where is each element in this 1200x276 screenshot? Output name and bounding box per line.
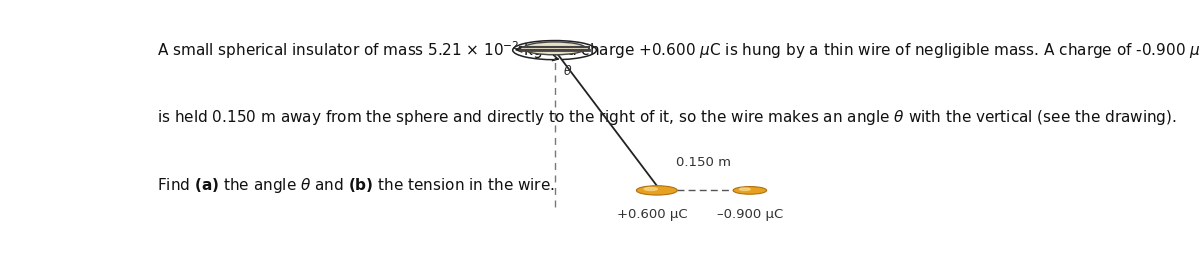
Text: –0.900 μC: –0.900 μC	[716, 208, 782, 221]
Text: θ: θ	[564, 65, 571, 78]
Text: Find $\mathbf{(a)}$ the angle $\theta$ and $\mathbf{(b)}$ the tension in the wir: Find $\mathbf{(a)}$ the angle $\theta$ a…	[157, 176, 556, 195]
Circle shape	[739, 188, 750, 190]
Text: is held 0.150 m away from the sphere and directly to the right of it, so the wir: is held 0.150 m away from the sphere and…	[157, 108, 1177, 126]
Text: A small spherical insulator of mass 5.21 $\times$ 10$^{-2}$ kg and charge +0.600: A small spherical insulator of mass 5.21…	[157, 39, 1200, 61]
Text: 0.150 m: 0.150 m	[676, 156, 731, 169]
Circle shape	[733, 187, 767, 194]
Bar	[520, 47, 589, 50]
Circle shape	[636, 186, 677, 195]
Text: +0.600 μC: +0.600 μC	[617, 208, 688, 221]
Ellipse shape	[523, 42, 586, 55]
Circle shape	[644, 187, 658, 190]
